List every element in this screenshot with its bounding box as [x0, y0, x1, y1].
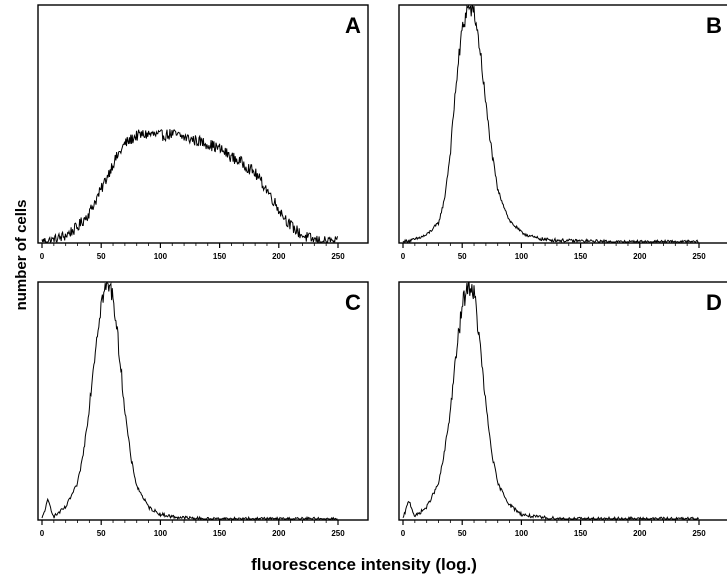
x-tick-label: 200 [633, 252, 647, 261]
x-tick-label: 250 [331, 252, 345, 261]
x-tick-label: 0 [40, 252, 45, 261]
x-tick-label: 100 [515, 529, 529, 538]
x-tick-label: 250 [331, 529, 345, 538]
x-tick-label: 50 [97, 529, 106, 538]
x-axis-label: fluorescence intensity (log.) [251, 555, 477, 574]
histogram-series [402, 282, 699, 521]
histogram-series [41, 281, 338, 521]
histogram-series [41, 128, 338, 244]
x-ticks: 0 50 100 150 200 250 [40, 520, 345, 538]
x-tick-label: 250 [692, 529, 706, 538]
panels: A 0 50 100 150 200 250 B 0 50 100 150 200 250 C 0 50 100 1… [37, 4, 727, 538]
x-tick-label: 100 [154, 252, 168, 261]
x-tick-label: 100 [515, 252, 529, 261]
x-tick-label: 150 [574, 529, 588, 538]
x-tick-label: 50 [458, 529, 467, 538]
panel-b: B 0 50 100 150 200 250 [398, 4, 727, 261]
x-ticks: 0 50 100 150 200 250 [401, 243, 706, 261]
panel-letter: D [706, 290, 722, 315]
panel-letter: B [706, 13, 722, 38]
x-tick-label: 150 [574, 252, 588, 261]
x-tick-label: 200 [272, 252, 286, 261]
x-tick-label: 50 [458, 252, 467, 261]
x-ticks: 0 50 100 150 200 250 [401, 520, 706, 538]
x-tick-label: 250 [692, 252, 706, 261]
panel-letter: C [345, 290, 361, 315]
panel-frame [37, 4, 369, 244]
panel-a: A 0 50 100 150 200 250 [37, 4, 369, 261]
panel-frame [37, 281, 369, 521]
panel-frame [398, 4, 727, 244]
panel-letter: A [345, 13, 361, 38]
x-tick-label: 150 [213, 529, 227, 538]
x-tick-label: 200 [633, 529, 647, 538]
x-tick-label: 200 [272, 529, 286, 538]
x-tick-label: 150 [213, 252, 227, 261]
histogram-series [402, 4, 699, 244]
x-tick-label: 0 [40, 529, 45, 538]
panel-d: D 0 50 100 150 200 250 [398, 281, 727, 538]
panel-frame [398, 281, 727, 521]
x-ticks: 0 50 100 150 200 250 [40, 243, 345, 261]
x-tick-label: 0 [401, 529, 406, 538]
y-axis-label: number of cells [13, 200, 30, 311]
x-tick-label: 0 [401, 252, 406, 261]
panel-c: C 0 50 100 150 200 250 [37, 281, 369, 538]
x-tick-label: 100 [154, 529, 168, 538]
x-tick-label: 50 [97, 252, 106, 261]
